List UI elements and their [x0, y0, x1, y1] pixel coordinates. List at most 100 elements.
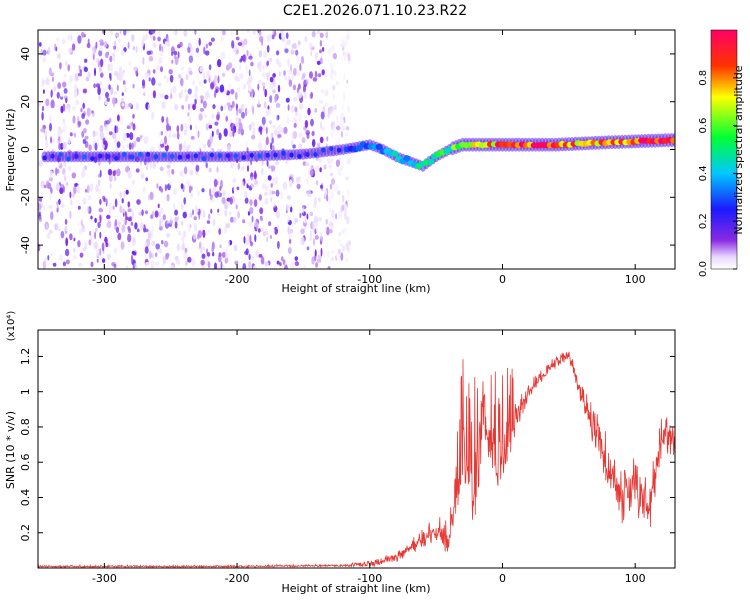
noise-speckle — [188, 116, 191, 123]
noise-speckle — [328, 229, 333, 234]
noise-speckle — [82, 167, 86, 172]
noise-speckle — [77, 240, 81, 248]
noise-speckle — [288, 79, 293, 87]
noise-speckle — [340, 131, 344, 138]
noise-speckle — [166, 220, 169, 225]
noise-speckle — [293, 68, 297, 76]
noise-speckle — [97, 221, 101, 229]
noise-speckle — [218, 228, 222, 235]
noise-speckle — [212, 219, 216, 226]
noise-speckle — [345, 176, 349, 181]
noise-speckle — [55, 167, 58, 176]
noise-speckle — [187, 42, 191, 48]
ridge-core — [50, 153, 55, 159]
noise-speckle — [216, 128, 220, 135]
noise-speckle — [151, 77, 156, 86]
noise-speckle — [142, 186, 146, 193]
noise-speckle — [45, 77, 50, 86]
noise-speckle — [44, 131, 48, 137]
noise-speckle — [294, 116, 298, 124]
noise-speckle — [88, 144, 92, 151]
noise-speckle — [329, 207, 331, 213]
noise-speckle — [294, 106, 298, 113]
noise-speckle — [188, 185, 192, 194]
noise-speckle — [237, 211, 240, 219]
noise-speckle — [170, 264, 175, 269]
noise-speckle — [225, 115, 228, 122]
noise-speckle — [158, 56, 163, 64]
snr-background — [38, 330, 675, 568]
noise-speckle — [247, 179, 250, 186]
noise-speckle — [109, 55, 113, 63]
noise-speckle — [107, 168, 113, 176]
noise-speckle — [346, 216, 350, 225]
noise-speckle — [292, 43, 297, 49]
noise-speckle — [171, 168, 175, 175]
noise-speckle — [208, 229, 210, 233]
noise-speckle — [330, 44, 335, 52]
noise-speckle — [163, 240, 169, 248]
noise-speckle — [313, 202, 317, 209]
noise-speckle — [160, 52, 163, 57]
noise-speckle — [213, 75, 218, 84]
noise-speckle — [168, 132, 171, 139]
noise-speckle — [195, 47, 199, 53]
noise-speckle — [162, 255, 167, 264]
noise-speckle — [132, 180, 135, 185]
noise-speckle — [195, 207, 199, 213]
ridge-core — [281, 151, 286, 156]
noise-speckle — [341, 204, 345, 212]
noise-speckle — [98, 207, 103, 213]
noise-speckle — [236, 186, 240, 191]
noise-speckle — [117, 232, 122, 241]
noise-speckle — [176, 125, 180, 133]
noise-speckle — [334, 184, 339, 192]
noise-speckle — [96, 138, 100, 147]
ridge-core — [329, 146, 334, 152]
noise-speckle — [205, 123, 209, 131]
noise-speckle — [213, 90, 217, 98]
noise-speckle — [63, 88, 68, 94]
noise-speckle — [115, 32, 119, 38]
noise-speckle — [306, 213, 309, 220]
noise-speckle — [122, 69, 125, 74]
x-tick-label: -200 — [225, 273, 250, 286]
noise-speckle — [224, 103, 227, 111]
noise-speckle — [299, 63, 302, 72]
noise-speckle — [293, 217, 297, 225]
noise-speckle — [93, 83, 96, 88]
noise-speckle — [86, 184, 90, 194]
noise-speckle — [270, 183, 273, 188]
noise-speckle — [195, 164, 200, 172]
noise-speckle — [310, 118, 314, 127]
noise-speckle — [239, 73, 244, 79]
noise-speckle — [314, 249, 317, 258]
noise-speckle — [307, 107, 311, 116]
ridge-core — [289, 152, 294, 158]
noise-speckle — [77, 72, 83, 77]
noise-speckle — [57, 53, 61, 59]
ridge-core — [106, 154, 111, 159]
noise-speckle — [152, 210, 154, 217]
noise-speckle — [128, 102, 133, 108]
noise-speckle — [344, 257, 349, 263]
noise-speckle — [106, 220, 112, 229]
noise-speckle — [102, 258, 106, 263]
noise-speckle — [199, 108, 205, 112]
noise-speckle — [340, 252, 344, 261]
noise-speckle — [231, 68, 235, 74]
ridge-core — [82, 154, 87, 160]
noise-speckle — [212, 188, 216, 197]
noise-speckle — [205, 161, 208, 169]
noise-speckle — [101, 195, 106, 200]
noise-speckle — [264, 101, 267, 109]
noise-speckle — [194, 30, 197, 35]
noise-speckle — [156, 65, 161, 71]
noise-speckle — [248, 85, 252, 92]
noise-speckle — [236, 49, 239, 55]
noise-speckle — [261, 167, 264, 175]
noise-speckle — [269, 120, 272, 125]
noise-speckle — [174, 103, 179, 111]
noise-speckle — [90, 236, 93, 241]
noise-speckle — [248, 221, 253, 227]
